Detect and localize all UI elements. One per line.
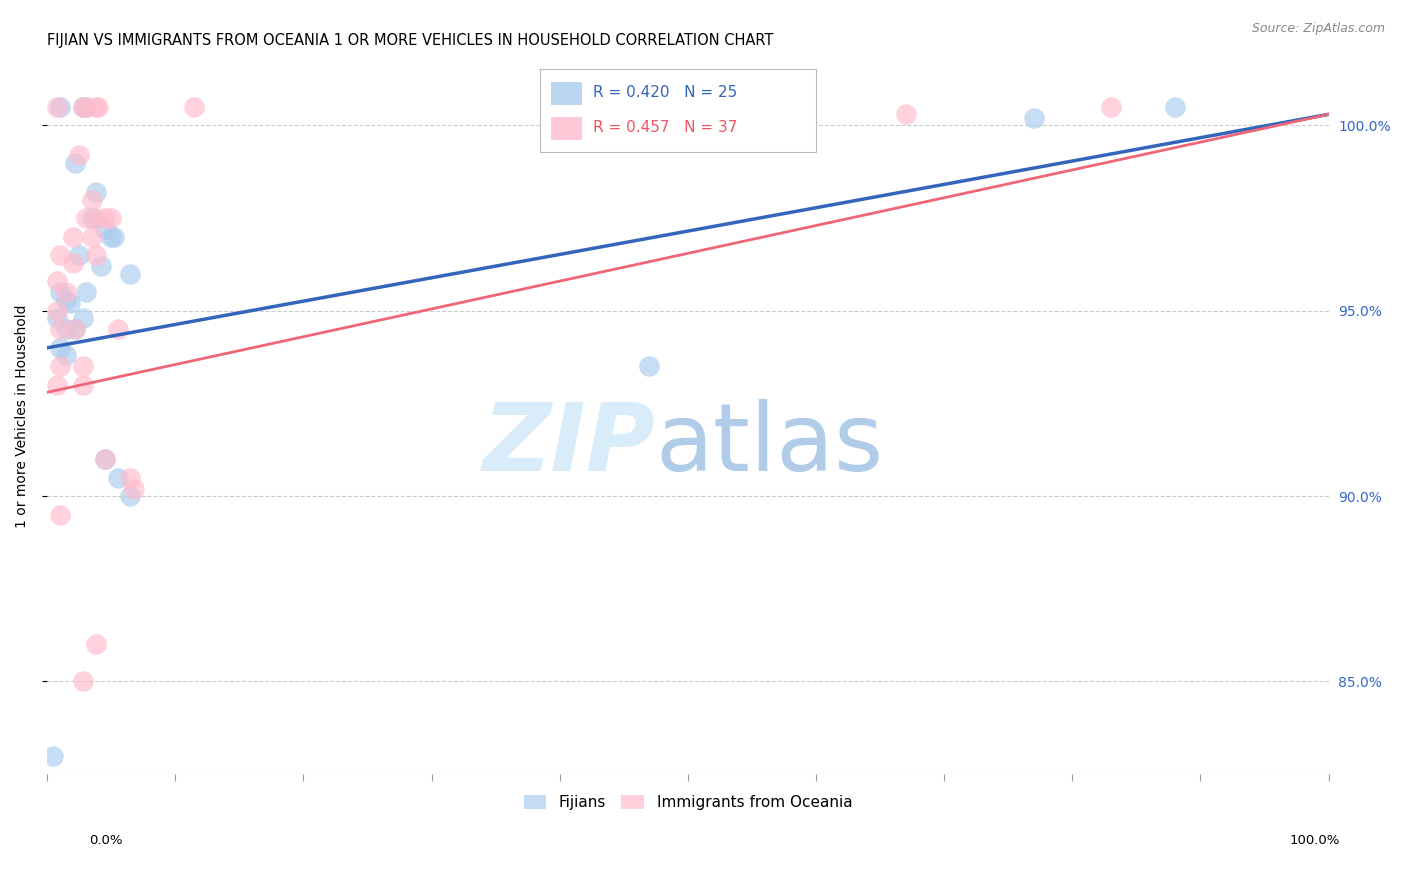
Point — [122, 482, 145, 496]
Point — [46, 303, 69, 318]
Point — [103, 229, 125, 244]
Point — [65, 322, 87, 336]
Point — [100, 229, 122, 244]
Point — [93, 452, 115, 467]
Y-axis label: 1 or more Vehicles in Household: 1 or more Vehicles in Household — [15, 305, 30, 528]
Point — [72, 100, 94, 114]
Point — [62, 229, 84, 244]
Point — [75, 285, 97, 300]
Point — [72, 311, 94, 326]
Text: FIJIAN VS IMMIGRANTS FROM OCEANIA 1 OR MORE VEHICLES IN HOUSEHOLD CORRELATION CH: FIJIAN VS IMMIGRANTS FROM OCEANIA 1 OR M… — [46, 33, 773, 48]
Point — [638, 359, 661, 374]
Point — [55, 285, 77, 300]
Point — [46, 100, 69, 114]
Point — [87, 100, 110, 114]
Point — [49, 359, 72, 374]
Point — [72, 378, 94, 392]
Point — [183, 100, 205, 114]
Point — [65, 155, 87, 169]
Point — [65, 322, 87, 336]
Point — [84, 248, 107, 262]
Point — [42, 748, 65, 763]
Point — [59, 296, 82, 310]
Point — [90, 260, 112, 274]
Point — [107, 470, 129, 484]
Point — [75, 211, 97, 226]
Text: atlas: atlas — [655, 399, 884, 491]
Point — [93, 211, 115, 226]
Point — [84, 185, 107, 199]
Text: 0.0%: 0.0% — [89, 834, 122, 847]
Point — [84, 100, 107, 114]
Point — [80, 193, 103, 207]
Legend: Fijians, Immigrants from Oceania: Fijians, Immigrants from Oceania — [517, 789, 858, 816]
Point — [1099, 100, 1122, 114]
Point — [49, 285, 72, 300]
Point — [72, 100, 94, 114]
Point — [93, 452, 115, 467]
Point — [55, 322, 77, 336]
Point — [84, 637, 107, 651]
Point — [46, 311, 69, 326]
Point — [84, 211, 107, 226]
Point — [46, 274, 69, 288]
Point — [120, 470, 142, 484]
Point — [75, 100, 97, 114]
Point — [49, 341, 72, 355]
Point — [107, 322, 129, 336]
Point — [80, 211, 103, 226]
Point — [120, 267, 142, 281]
Point — [46, 378, 69, 392]
Point — [55, 348, 77, 362]
Point — [72, 674, 94, 689]
Point — [49, 508, 72, 522]
Point — [1022, 111, 1045, 125]
Point — [93, 222, 115, 236]
Point — [49, 248, 72, 262]
Point — [80, 229, 103, 244]
Text: ZIP: ZIP — [482, 399, 655, 491]
Point — [100, 211, 122, 226]
Text: Source: ZipAtlas.com: Source: ZipAtlas.com — [1251, 22, 1385, 36]
Point — [120, 489, 142, 503]
Point — [62, 255, 84, 269]
Point — [894, 107, 917, 121]
Point — [49, 100, 72, 114]
Point — [72, 359, 94, 374]
Point — [67, 248, 90, 262]
Text: 100.0%: 100.0% — [1289, 834, 1340, 847]
Point — [1164, 100, 1187, 114]
Point — [75, 100, 97, 114]
Point — [49, 322, 72, 336]
Point — [67, 148, 90, 162]
Point — [55, 293, 77, 307]
